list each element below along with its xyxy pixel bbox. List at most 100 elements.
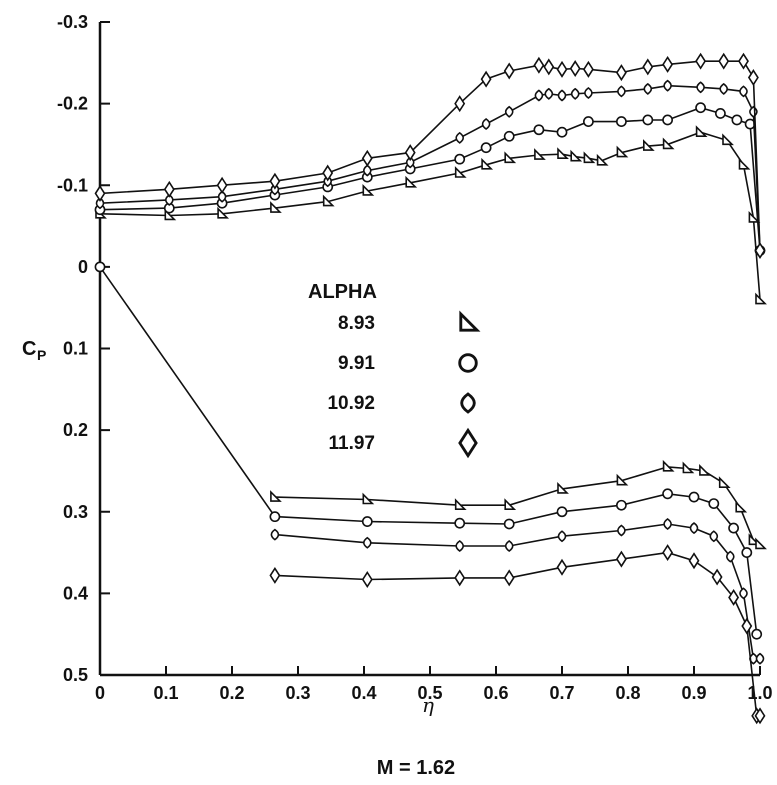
circle-marker <box>556 506 568 518</box>
diamond-marker <box>503 569 515 587</box>
diamond-marker <box>642 58 654 76</box>
triangle-marker <box>459 310 481 332</box>
oval-diamond-marker <box>217 190 227 203</box>
triangle-marker <box>748 210 761 223</box>
diamond-marker <box>216 176 228 194</box>
x-tick-label: 0.7 <box>549 683 574 703</box>
diamond-marker <box>454 569 466 587</box>
x-tick-label: 0.9 <box>681 683 706 703</box>
diamond-marker <box>458 427 478 459</box>
oval-diamond-marker <box>663 518 672 530</box>
legend-title: ALPHA <box>308 281 377 303</box>
y-tick-label: 0.2 <box>63 420 88 440</box>
circle-marker <box>583 116 594 127</box>
x-tick-label: 1.0 <box>747 683 772 703</box>
triangle-lower-line <box>274 466 761 546</box>
y-tick-label: 0.5 <box>63 665 88 685</box>
diamond-marker <box>503 62 515 80</box>
y-tick-label: 0.3 <box>63 502 88 522</box>
diamond-marker <box>556 60 568 78</box>
triangle-marker <box>695 125 708 137</box>
circle-marker <box>458 353 478 373</box>
series-layer <box>94 52 767 725</box>
oval-diamond-marker <box>557 89 567 102</box>
oval-diamond-marker <box>617 85 626 98</box>
legend-marker <box>458 353 478 373</box>
oval-diamond-marker <box>643 82 653 95</box>
triangle-marker <box>682 461 695 474</box>
circle-marker <box>454 517 466 529</box>
diamond-marker <box>361 571 373 588</box>
triangle-marker <box>270 490 282 502</box>
diamond-marker <box>741 617 753 635</box>
circle-marker <box>454 153 466 165</box>
triangle-marker <box>722 133 734 146</box>
triangle-marker <box>557 481 569 494</box>
legend: ALPHA 8.93 9.91 10.92 11.97 <box>308 281 481 459</box>
oval-diamond-marker <box>584 87 593 99</box>
triangle-marker <box>738 157 751 170</box>
diamond-marker <box>269 566 281 584</box>
legend-marker <box>460 392 476 414</box>
oval-diamond-marker <box>617 524 626 537</box>
triangle-marker <box>504 498 517 511</box>
diamond-marker <box>480 70 492 88</box>
triangle-marker <box>270 201 282 213</box>
y-axis-label: C <box>22 338 36 360</box>
diamond-marker <box>404 144 416 162</box>
x-tick-label: 0.2 <box>219 683 244 703</box>
diamond-marker <box>556 558 568 576</box>
circle-marker <box>616 116 627 127</box>
diamond-marker <box>569 60 581 78</box>
oval-diamond-marker <box>165 193 174 206</box>
oval-diamond-marker <box>739 85 748 98</box>
legend-label: 8.93 <box>338 313 375 334</box>
oval-diamond-marker <box>570 87 580 100</box>
diamond-marker <box>662 55 674 73</box>
triangle-marker <box>164 208 177 221</box>
legend-marker <box>458 427 478 459</box>
circle-marker <box>94 261 106 273</box>
triangle-marker <box>362 492 375 505</box>
y-tick-label: -0.2 <box>57 94 88 114</box>
oval-diamond-marker <box>726 550 735 563</box>
legend-label: 10.92 <box>327 393 375 414</box>
circle-marker <box>731 114 743 126</box>
y-tick-label: 0.4 <box>63 583 88 603</box>
circle-marker <box>662 114 673 126</box>
legend-marker <box>459 310 481 332</box>
x-tick-label: 0.3 <box>285 683 310 703</box>
diamond-marker <box>754 242 766 260</box>
triangle-marker <box>534 148 546 160</box>
diamond-marker <box>695 52 707 70</box>
circle-marker <box>741 547 753 558</box>
legend-label: 9.91 <box>338 353 375 374</box>
diamond-marker <box>163 180 175 198</box>
x-tick-label: 0 <box>95 683 105 703</box>
diamond-marker <box>361 149 373 167</box>
diamond-marker <box>754 707 766 725</box>
circle-marker <box>361 516 373 527</box>
oval-diamond-marker <box>544 87 554 100</box>
triangle-marker <box>596 153 609 166</box>
triangle-marker <box>643 139 655 151</box>
triangle-marker <box>454 498 467 511</box>
y-tick-label: 0 <box>78 257 88 277</box>
x-tick-label: 0.4 <box>351 683 376 703</box>
oval-diamond-marker <box>270 528 280 541</box>
oval-diamond-lower-line <box>274 523 760 660</box>
diamond-marker <box>615 64 627 82</box>
triangle-marker <box>662 137 675 150</box>
oval-diamond-marker <box>696 81 705 94</box>
triangle-marker <box>322 194 335 207</box>
diamond-marker <box>269 172 281 190</box>
oval-diamond-marker <box>739 587 748 600</box>
triangle-marker <box>735 500 748 513</box>
triangle-marker <box>755 292 767 305</box>
circle-marker <box>662 488 673 500</box>
triangle-marker <box>362 184 375 196</box>
diamond-marker <box>543 58 555 76</box>
oval-diamond-marker <box>363 536 372 549</box>
x-tick-label: 0.1 <box>153 683 178 703</box>
